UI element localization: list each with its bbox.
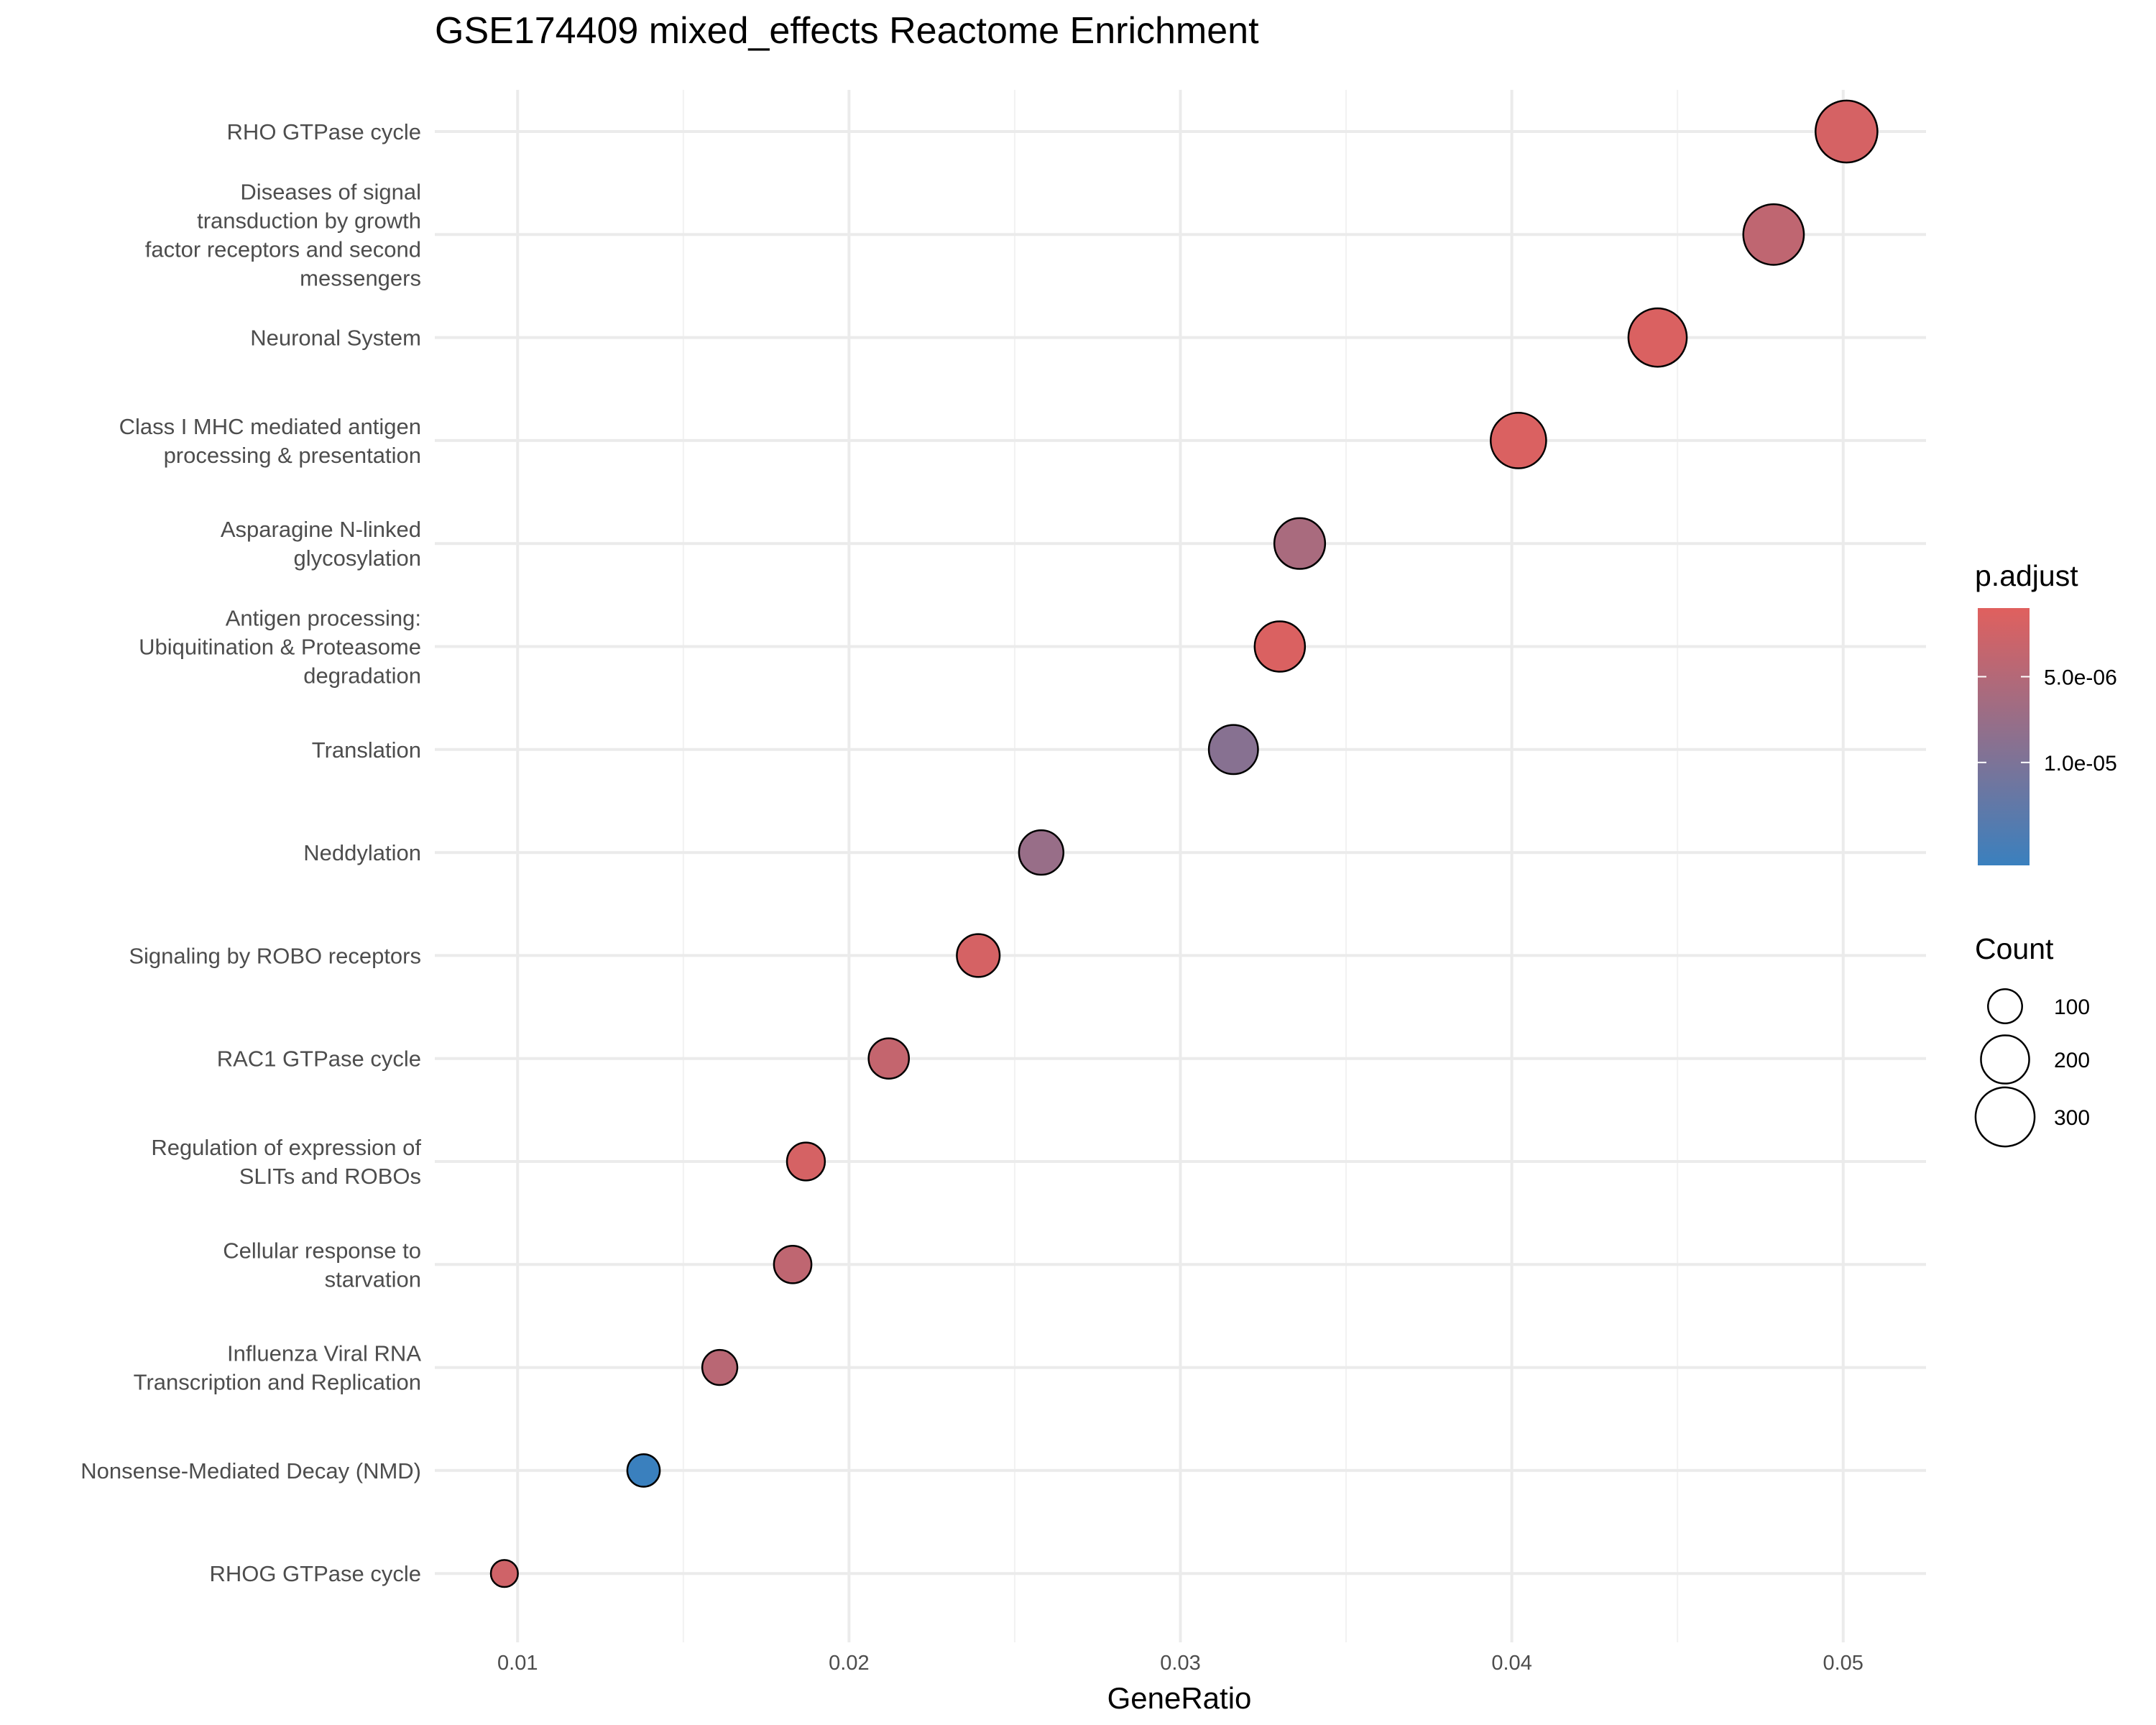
size-legend-title: Count <box>1975 932 2054 965</box>
data-point <box>1018 829 1065 876</box>
size-legend-label: 300 <box>2054 1106 2090 1130</box>
y-category-label: RHO GTPase cycle <box>227 119 421 144</box>
grid <box>435 90 1926 1642</box>
chart-title: GSE174409 mixed_effects Reactome Enrichm… <box>435 10 1259 52</box>
size-legend-label: 200 <box>2054 1049 2090 1072</box>
data-point <box>956 933 1001 978</box>
size-legend-label: 100 <box>2054 995 2090 1019</box>
y-category-label: Asparagine N-linked glycosylation <box>221 517 421 571</box>
data-point <box>786 1141 826 1182</box>
data-point <box>1207 724 1259 776</box>
x-tick-label: 0.02 <box>829 1652 869 1675</box>
data-point <box>1253 620 1307 673</box>
data-point <box>867 1037 911 1080</box>
data-point <box>1273 517 1327 570</box>
x-tick-label: 0.04 <box>1491 1652 1531 1675</box>
color-legend-bar <box>1978 608 2030 865</box>
y-category-label: Translation <box>312 737 421 763</box>
x-axis-ticks: 0.01 0.02 0.03 0.04 0.05 <box>497 1652 1864 1675</box>
y-category-label: Class I MHC mediated antigen processing &… <box>119 414 421 468</box>
color-legend-title: p.adjust <box>1975 559 2078 592</box>
color-legend-label: 1.0e-05 <box>2044 752 2117 776</box>
data-point <box>1489 412 1547 469</box>
color-legend-label: 5.0e-06 <box>2044 666 2117 689</box>
data-point <box>626 1453 661 1488</box>
y-category-label: Signaling by ROBO receptors <box>129 943 421 968</box>
x-axis-title: GeneRatio <box>1107 1681 1252 1715</box>
y-category-label: Influenza Viral RNA Transcription and Rep… <box>134 1341 422 1395</box>
y-category-label: Neddylation <box>303 840 421 865</box>
size-legend-key <box>1987 988 2023 1024</box>
x-tick-label: 0.01 <box>497 1652 538 1675</box>
y-category-label: Cellular response to starvation <box>223 1238 421 1292</box>
color-legend: p.adjust 5.0e-06 1.0e-05 <box>1975 559 2117 865</box>
y-category-label: Neuronal System <box>250 326 421 351</box>
size-legend-key <box>1974 1086 2036 1148</box>
y-category-label: Antigen processing: Ubiquitination & Prot… <box>139 606 421 689</box>
y-axis-labels: RHO GTPase cycle Diseases of signal transd… <box>80 119 421 1586</box>
size-legend-key <box>1980 1034 2030 1085</box>
points <box>489 99 1879 1588</box>
y-category-label: Regulation of expression of SLITs and ROB… <box>151 1135 421 1189</box>
data-point <box>1742 203 1805 266</box>
data-point <box>489 1559 519 1588</box>
y-category-label: RHOG GTPase cycle <box>209 1561 421 1586</box>
size-legend: Count 100 200 300 <box>1974 932 2090 1148</box>
y-category-label: Diseases of signal transduction by growth… <box>145 179 421 290</box>
data-point <box>1627 307 1688 368</box>
y-category-label: Nonsense-Mediated Decay (NMD) <box>80 1458 421 1484</box>
data-point <box>701 1348 739 1386</box>
x-tick-label: 0.03 <box>1160 1652 1200 1675</box>
y-category-label: RAC1 GTPase cycle <box>217 1046 421 1072</box>
data-point <box>773 1244 813 1284</box>
x-tick-label: 0.05 <box>1823 1652 1863 1675</box>
data-point <box>1814 99 1879 164</box>
